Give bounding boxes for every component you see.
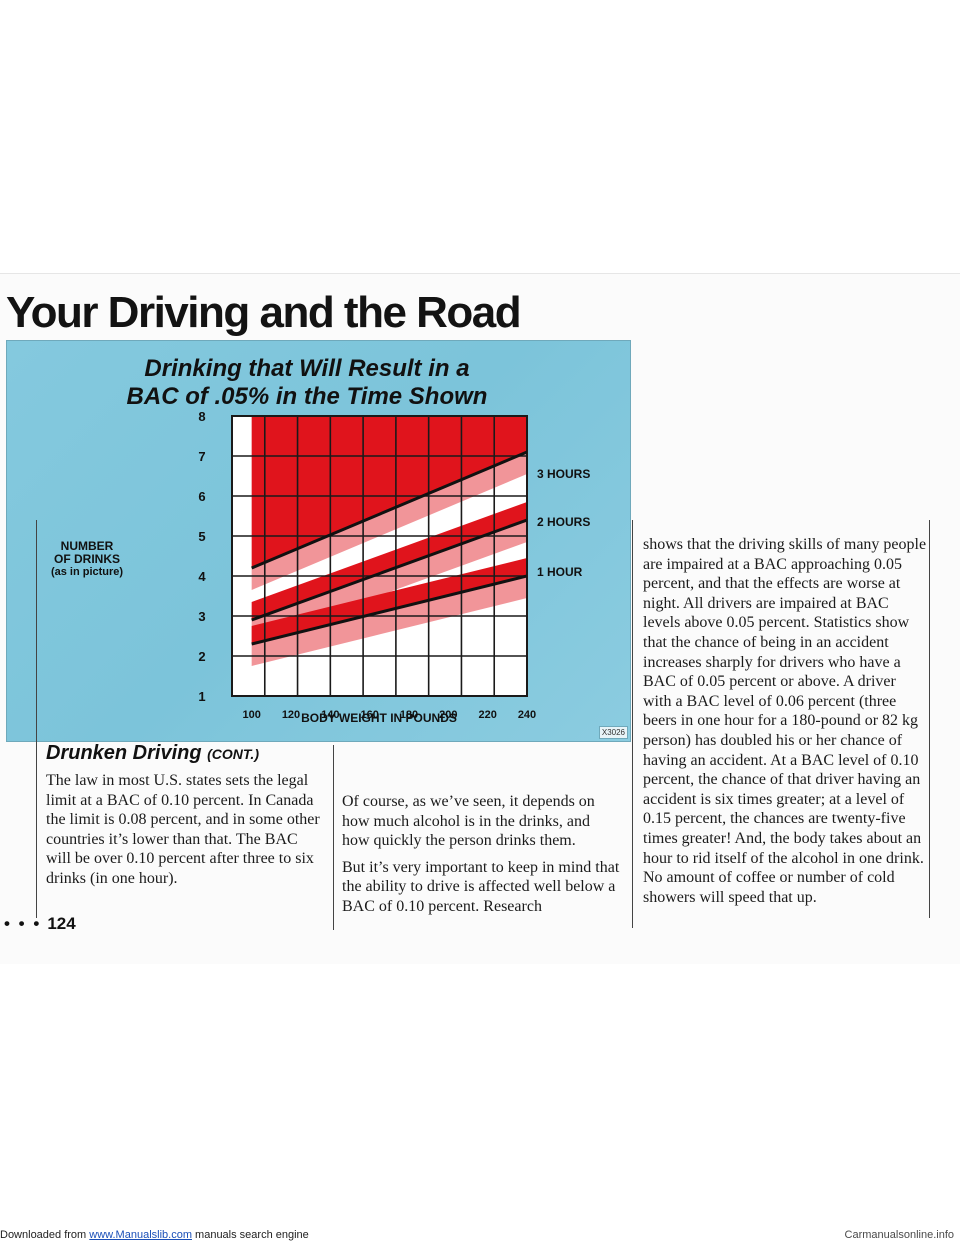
bac-chart: 1 2 3 4 5 6 7 8 100 120 140 160 180 200 220 240 3 HOUR… [6,340,631,742]
y-tick-label: 4 [198,569,206,584]
chart-title-line-2: BAC of .05% in the Time Shown [126,383,488,410]
red-fill-region [251,558,527,644]
series-label: 1 HOUR [537,565,583,579]
red-fade-band [251,576,527,666]
section-heading-title: Drunken Driving [46,742,202,764]
red-fill-region [251,502,527,620]
download-prefix: Downloaded from [0,1229,90,1241]
paragraph: But it’s very important to keep in mind … [342,858,620,915]
plot-frame [231,415,528,697]
x-tick-label: 160 [360,709,378,721]
download-note: Downloaded from www.Manualslib.com manua… [0,1228,309,1242]
watermark: Carmanualsonline.info [844,1229,954,1241]
red-fade-band [251,452,527,590]
series-label: 3 HOURS [537,467,590,481]
x-axis-label: BODY WEIGHT IN POUNDS [301,711,457,725]
y-tick-label: 1 [198,689,205,704]
column-divider [333,745,334,930]
section-heading-continued: (CONT.) [207,746,259,762]
paragraph: Of course, as we’ve seen, it depends on … [342,793,595,850]
text-column-1: The law in most U.S. states sets the leg… [46,771,326,896]
series-label: 2 HOURS [537,515,590,529]
chart-title-line-1: Drinking that Will Result in a [144,355,470,382]
y-axis-label-line-2: OF DRINKS [54,552,120,566]
footer: Downloaded from www.Manualslib.com manua… [0,1228,960,1242]
red-fill-region [251,416,527,568]
page-number-value: 124 [47,914,76,933]
y-axis-label-line-3: (as in picture) [50,566,124,578]
image-code: X3026 [598,726,628,739]
y-axis-label-line-1: NUMBER [60,539,114,553]
page-number: • • • 124 [4,914,76,934]
page-title: Your Driving and the Road [6,288,522,337]
y-tick-label: 5 [198,529,205,544]
series-line [251,450,527,570]
x-tick-label: 200 [439,709,457,721]
section-heading: Drunken Driving (CONT.) [46,742,259,765]
download-suffix: manuals search engine [191,1229,309,1241]
chart-plot: 1 2 3 4 5 6 7 8 100 120 140 160 180 200 220 240 3 HOUR… [198,409,590,721]
margin-rule-right [929,520,930,918]
y-tick-label: 2 [198,649,205,664]
manualslib-link[interactable]: www.Manualslib.com [89,1229,192,1241]
x-tick-label: 100 [242,709,260,721]
paragraph: shows that the driving skills of many pe… [643,536,927,906]
x-tick-label: 140 [321,709,339,721]
x-tick-label: 180 [400,709,418,721]
text-column-3: shows that the driving skills of many pe… [643,535,928,914]
x-tick-label: 240 [518,709,536,721]
paragraph: The law in most U.S. states sets the leg… [46,772,320,887]
series-line [251,574,527,646]
y-tick-label: 3 [198,609,205,624]
plot-left-margin [232,416,242,696]
y-tick-label: 6 [198,489,205,504]
y-tick-label: 8 [198,409,205,424]
y-tick-label: 7 [198,449,205,464]
y-axis-label: NUMBER OF DRINKS (as in picture) [47,540,127,579]
text-column-2: Of course, as we’ve seen, it depends on … [342,792,620,924]
x-tick-label: 120 [282,709,300,721]
chart-title: Drinking that Will Result in a BAC of .0… [7,355,607,411]
column-divider [632,520,633,928]
margin-rule-left [36,520,37,918]
x-tick-label: 220 [478,709,496,721]
page-dots: • • • [4,914,42,933]
series-line [251,518,527,622]
